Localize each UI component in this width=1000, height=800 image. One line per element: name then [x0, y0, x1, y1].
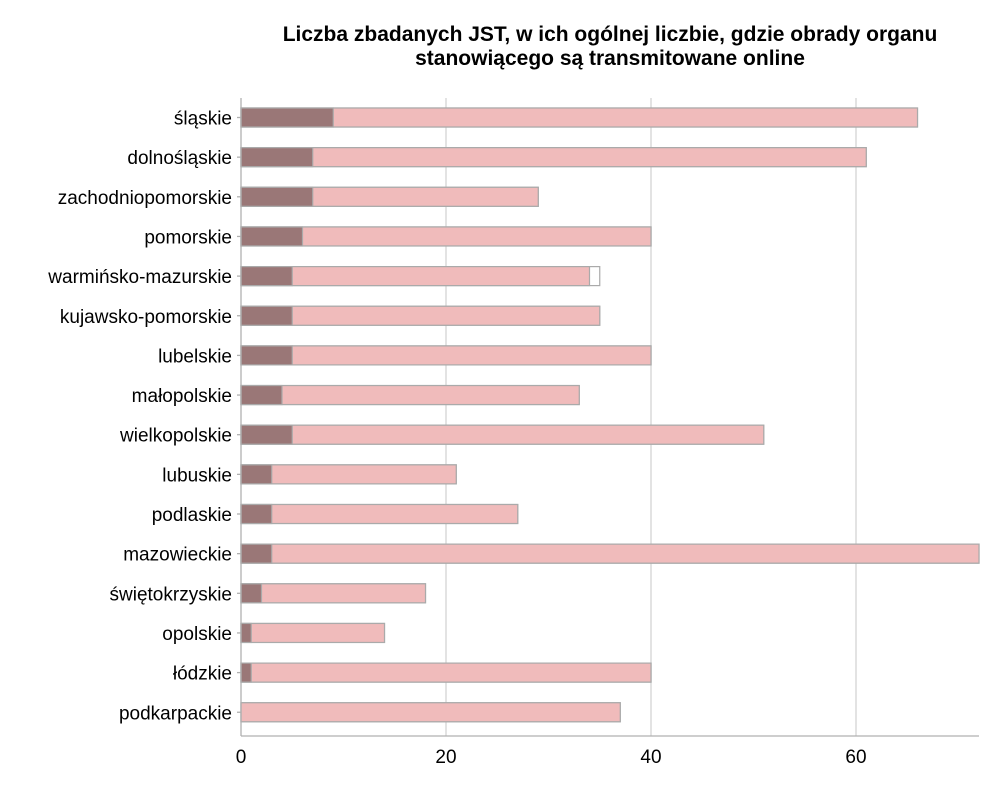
- chart-title: Liczba zbadanych JST, w ich ogólnej licz…: [283, 23, 938, 70]
- bar-highlight: [240, 186, 314, 207]
- chart-title-line-1: Liczba zbadanych JST, w ich ogólnej licz…: [283, 23, 938, 46]
- bar-fill: [240, 503, 519, 525]
- bar-row: [240, 345, 652, 366]
- category-label: lubuskie: [162, 465, 232, 486]
- bar-fill: [240, 662, 652, 683]
- bar-fill: [240, 266, 591, 287]
- category-label: śląskie: [174, 109, 232, 130]
- category-label: mazowieckie: [123, 545, 232, 566]
- bar-fill: [240, 622, 386, 644]
- x-tick-labels: 0 20 40 60: [236, 747, 867, 768]
- chart-title-line-2: stanowiącego są transmitowane online: [415, 47, 805, 70]
- category-labels: śląskie dolnośląskie zachodniopomorskie pom…: [47, 109, 232, 725]
- bar-highlight: [240, 226, 304, 247]
- bar-fill: [240, 345, 652, 366]
- bar-row: [240, 503, 519, 525]
- bar-highlight: [240, 503, 273, 525]
- bar-row: [240, 464, 457, 485]
- category-label: lubelskie: [158, 346, 232, 367]
- bar-fill: [240, 424, 765, 445]
- bar-row: [240, 186, 539, 207]
- category-label: świętokrzyskie: [110, 584, 232, 605]
- bar-row: [240, 147, 867, 168]
- bar-highlight: [240, 543, 273, 564]
- category-label: kujawsko-pomorskie: [60, 307, 232, 328]
- bar-highlight: [240, 305, 293, 326]
- bar-fill: [240, 702, 621, 723]
- bar-row: [240, 226, 652, 247]
- bar-row: [240, 622, 386, 644]
- category-label: pomorskie: [144, 227, 232, 248]
- bar-fill: [240, 583, 427, 604]
- x-tick-label: 60: [845, 747, 866, 768]
- category-label: łódzkie: [173, 664, 232, 685]
- bar-row: [240, 583, 427, 604]
- bar-highlight: [240, 662, 252, 683]
- bar-row: [240, 266, 601, 287]
- bar-row: [240, 384, 580, 406]
- bar-highlight: [240, 147, 314, 168]
- bar-highlight: [240, 384, 283, 406]
- bar-highlight: [240, 622, 252, 644]
- bar-highlight: [240, 424, 293, 445]
- bar-highlight: [240, 107, 334, 128]
- bar-row: [240, 107, 919, 128]
- category-label: podkarpackie: [119, 703, 232, 724]
- bar-row: [240, 305, 601, 326]
- category-label: podlaskie: [152, 505, 232, 526]
- bar-fill: [240, 543, 980, 564]
- bar-highlight: [240, 266, 293, 287]
- category-label: opolskie: [162, 624, 232, 645]
- x-tick-label: 20: [435, 747, 456, 768]
- bar-row: [240, 543, 980, 564]
- bar-fill: [240, 305, 601, 326]
- category-label: zachodniopomorskie: [58, 188, 232, 209]
- bar-highlight: [240, 583, 263, 604]
- bar-fill: [240, 147, 867, 168]
- category-label: wielkopolskie: [119, 426, 232, 447]
- bar-row: [240, 662, 652, 683]
- category-label: dolnośląskie: [127, 148, 232, 169]
- category-label: warmińsko-mazurskie: [47, 267, 232, 288]
- bar-highlight: [240, 345, 293, 366]
- bar-fill: [240, 384, 580, 406]
- bar-fill: [240, 107, 919, 128]
- axes: [237, 98, 979, 737]
- bar-row: [240, 702, 621, 723]
- bar-highlight: [240, 464, 273, 485]
- category-label: małopolskie: [132, 386, 232, 407]
- x-tick-label: 40: [640, 747, 661, 768]
- bar-fill: [240, 464, 457, 485]
- bar-row: [240, 424, 765, 445]
- x-tick-label: 0: [236, 747, 247, 768]
- bars: [240, 107, 980, 723]
